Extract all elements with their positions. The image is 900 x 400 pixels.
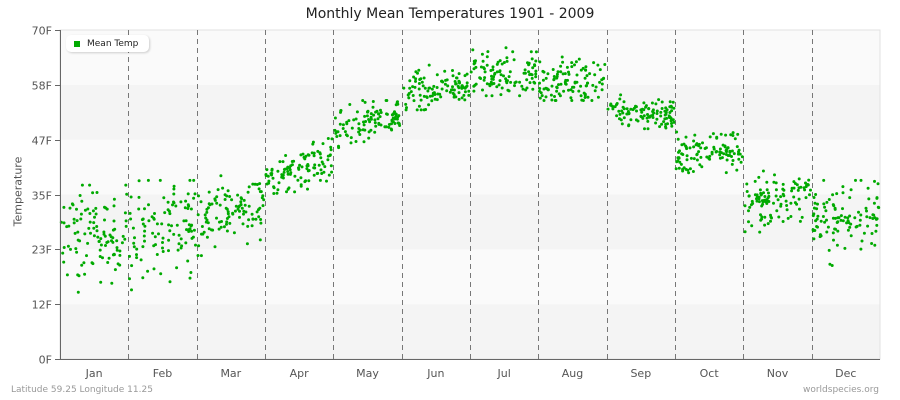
- location-caption: Latitude 59.25 Longitude 11.25: [11, 385, 153, 395]
- x-tick-label: Apr: [290, 367, 310, 380]
- x-tick-label: Mar: [220, 367, 241, 380]
- x-tick-label: May: [356, 367, 379, 380]
- x-tick-label: Nov: [767, 367, 789, 380]
- data-points: [59, 46, 881, 294]
- chart-title: Monthly Mean Temperatures 1901 - 2009: [305, 6, 595, 22]
- legend-label: Mean Temp: [87, 38, 139, 49]
- x-tick-label: Sep: [630, 367, 651, 380]
- y-tick-label: 23F: [32, 244, 52, 257]
- source-caption: worldspecies.org: [802, 385, 879, 395]
- x-tick-label: Jan: [85, 367, 103, 380]
- x-tick-label: Jun: [426, 367, 444, 380]
- month-separators: [128, 30, 813, 359]
- y-tick-label: 12F: [32, 299, 52, 312]
- x-tick-label: Oct: [700, 367, 720, 380]
- x-tick-label: Feb: [153, 367, 172, 380]
- y-tick-label: 0F: [39, 354, 52, 367]
- legend: Mean Temp: [66, 35, 150, 52]
- legend-swatch-icon: [74, 40, 80, 47]
- x-tick-label: Dec: [835, 367, 856, 380]
- y-tick-label: 35F: [32, 190, 52, 203]
- y-tick-label: 70F: [32, 25, 52, 38]
- x-tick-label: Aug: [562, 367, 583, 380]
- axes: Jan Feb Mar Apr May Jun Jul Aug Sep Oct Nov Dec 0F 12…: [32, 25, 880, 380]
- x-tick-label: Jul: [497, 367, 511, 380]
- y-tick-label: 58F: [32, 80, 52, 93]
- y-tick-label: 47F: [32, 135, 52, 148]
